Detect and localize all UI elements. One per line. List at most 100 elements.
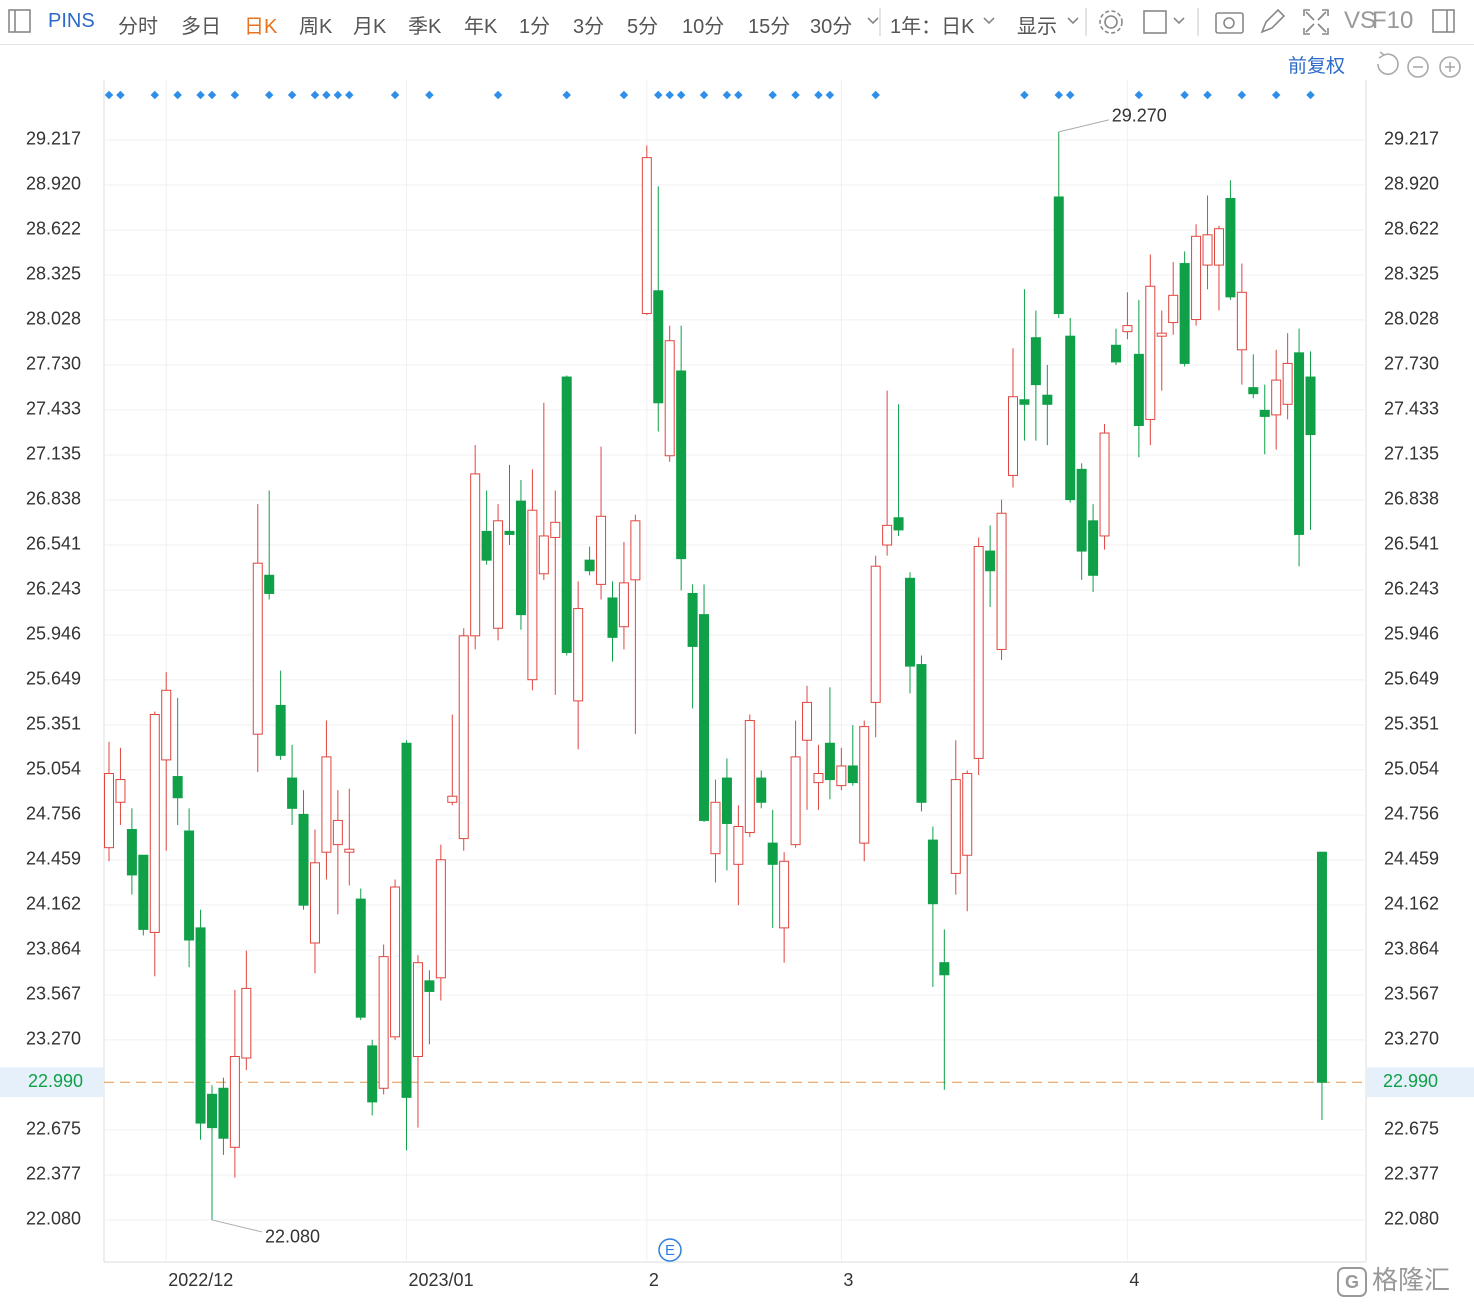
candle-body	[664, 340, 675, 457]
period-tab[interactable]: 10分	[682, 16, 725, 38]
y-tick-label-right: 22.675	[1384, 1119, 1439, 1139]
y-tick-label: 24.756	[26, 804, 81, 824]
event-diamond	[734, 90, 743, 100]
candle-body	[470, 473, 481, 637]
candle-body	[1053, 196, 1064, 314]
display-select[interactable]: 显示	[1017, 16, 1057, 38]
candle-body	[618, 582, 629, 628]
candle-body	[1156, 332, 1167, 337]
event-diamond	[116, 90, 125, 100]
settings-icon[interactable]	[1104, 15, 1118, 29]
event-diamond	[825, 90, 835, 100]
sidebar-toggle[interactable]	[8, 9, 31, 33]
symbol[interactable]: PINS	[48, 10, 95, 32]
candle-body	[630, 520, 641, 581]
f10-button[interactable]: F10	[1372, 7, 1414, 34]
candle-body	[1236, 291, 1247, 351]
last-price-label: 22.990	[28, 1071, 83, 1091]
y-tick-label-right: 22.080	[1384, 1209, 1439, 1229]
period-tab[interactable]: 分时	[118, 16, 158, 38]
y-tick-label-right: 24.162	[1384, 894, 1439, 914]
period-tab[interactable]: 30分	[810, 16, 853, 38]
period-tab[interactable]: 日K	[244, 16, 278, 38]
candle-body	[721, 777, 732, 824]
y-tick-label-right: 28.920	[1384, 174, 1439, 194]
period-tab[interactable]: 1分	[519, 16, 551, 38]
period-tab[interactable]: 15分	[748, 16, 791, 38]
indicator-icon[interactable]	[1143, 10, 1167, 34]
y-tick-label: 27.433	[26, 399, 81, 419]
event-diamond	[699, 90, 709, 100]
candle-body	[950, 779, 961, 874]
max-leader	[1058, 119, 1109, 133]
candle-body	[287, 777, 298, 809]
fullscreen-icon[interactable]	[1303, 9, 1329, 35]
candle-body	[161, 689, 172, 761]
camera-icon[interactable]	[1215, 12, 1244, 34]
event-diamond	[1020, 90, 1029, 100]
candle-body	[1122, 325, 1133, 333]
candle-body	[126, 829, 137, 876]
period-tab[interactable]: 年K	[464, 16, 498, 38]
period-tab[interactable]: 周K	[299, 16, 333, 38]
candle-body	[607, 597, 618, 638]
candle-body	[515, 500, 526, 616]
candle-body	[447, 795, 458, 803]
candle-body	[824, 742, 835, 781]
candle-body	[1076, 468, 1087, 552]
event-diamond	[333, 90, 343, 100]
candle-body	[1271, 379, 1282, 416]
candle-body	[790, 756, 801, 846]
vs-button[interactable]: VS	[1344, 7, 1377, 34]
draw-icon[interactable]	[1260, 8, 1286, 34]
candle-body	[332, 819, 343, 846]
candle-body	[985, 550, 996, 572]
y-tick-label-right: 27.433	[1384, 399, 1439, 419]
zoom-in[interactable]	[1439, 56, 1461, 78]
candle-body	[321, 756, 332, 853]
candle-body	[206, 1093, 217, 1129]
candle-body	[641, 157, 652, 314]
candle-body	[561, 376, 572, 653]
candle-body	[1248, 387, 1259, 395]
min-leader	[211, 1219, 263, 1233]
y-tick-label: 27.730	[26, 354, 81, 374]
event-marker	[658, 1238, 682, 1262]
chevron	[1067, 17, 1079, 25]
y-tick-label-right: 22.377	[1384, 1164, 1439, 1184]
adjust-toggle[interactable]: 前复权	[1288, 55, 1345, 77]
candle-body	[1202, 234, 1213, 266]
candle-body	[767, 842, 778, 865]
candle-body	[1225, 197, 1236, 298]
candle-body	[218, 1087, 229, 1139]
y-tick-label: 23.270	[26, 1029, 81, 1049]
y-tick-label-right: 24.756	[1384, 804, 1439, 824]
period-tab[interactable]: 季K	[408, 16, 442, 38]
period-tab[interactable]: 5分	[627, 16, 659, 38]
y-tick-label: 24.162	[26, 894, 81, 914]
y-tick-label: 28.028	[26, 309, 81, 329]
period-tab[interactable]: 多日	[181, 16, 221, 38]
candle-body	[779, 860, 790, 929]
undo-icon[interactable]	[1377, 51, 1399, 75]
zoom-out[interactable]	[1407, 56, 1429, 78]
candle-body	[241, 987, 252, 1059]
event-diamond	[104, 90, 114, 100]
candle-body	[115, 779, 126, 803]
event-diamond	[654, 90, 663, 100]
period-tab[interactable]: 3分	[573, 16, 605, 38]
y-tick-label-right: 24.459	[1384, 849, 1439, 869]
candle-body	[1007, 396, 1018, 476]
candle-body	[1316, 851, 1327, 1083]
period-tab[interactable]: 月K	[353, 16, 387, 38]
candle-body	[504, 530, 515, 535]
candle-body	[653, 290, 664, 404]
panel-toggle[interactable]	[1432, 9, 1455, 33]
candle-body	[298, 813, 309, 906]
event-diamond	[345, 90, 354, 100]
event-diamond	[264, 90, 274, 100]
candle-body	[435, 859, 446, 979]
period-select[interactable]: 1年：日K	[890, 16, 975, 38]
event-diamond	[207, 90, 217, 100]
candle-body	[458, 635, 469, 840]
